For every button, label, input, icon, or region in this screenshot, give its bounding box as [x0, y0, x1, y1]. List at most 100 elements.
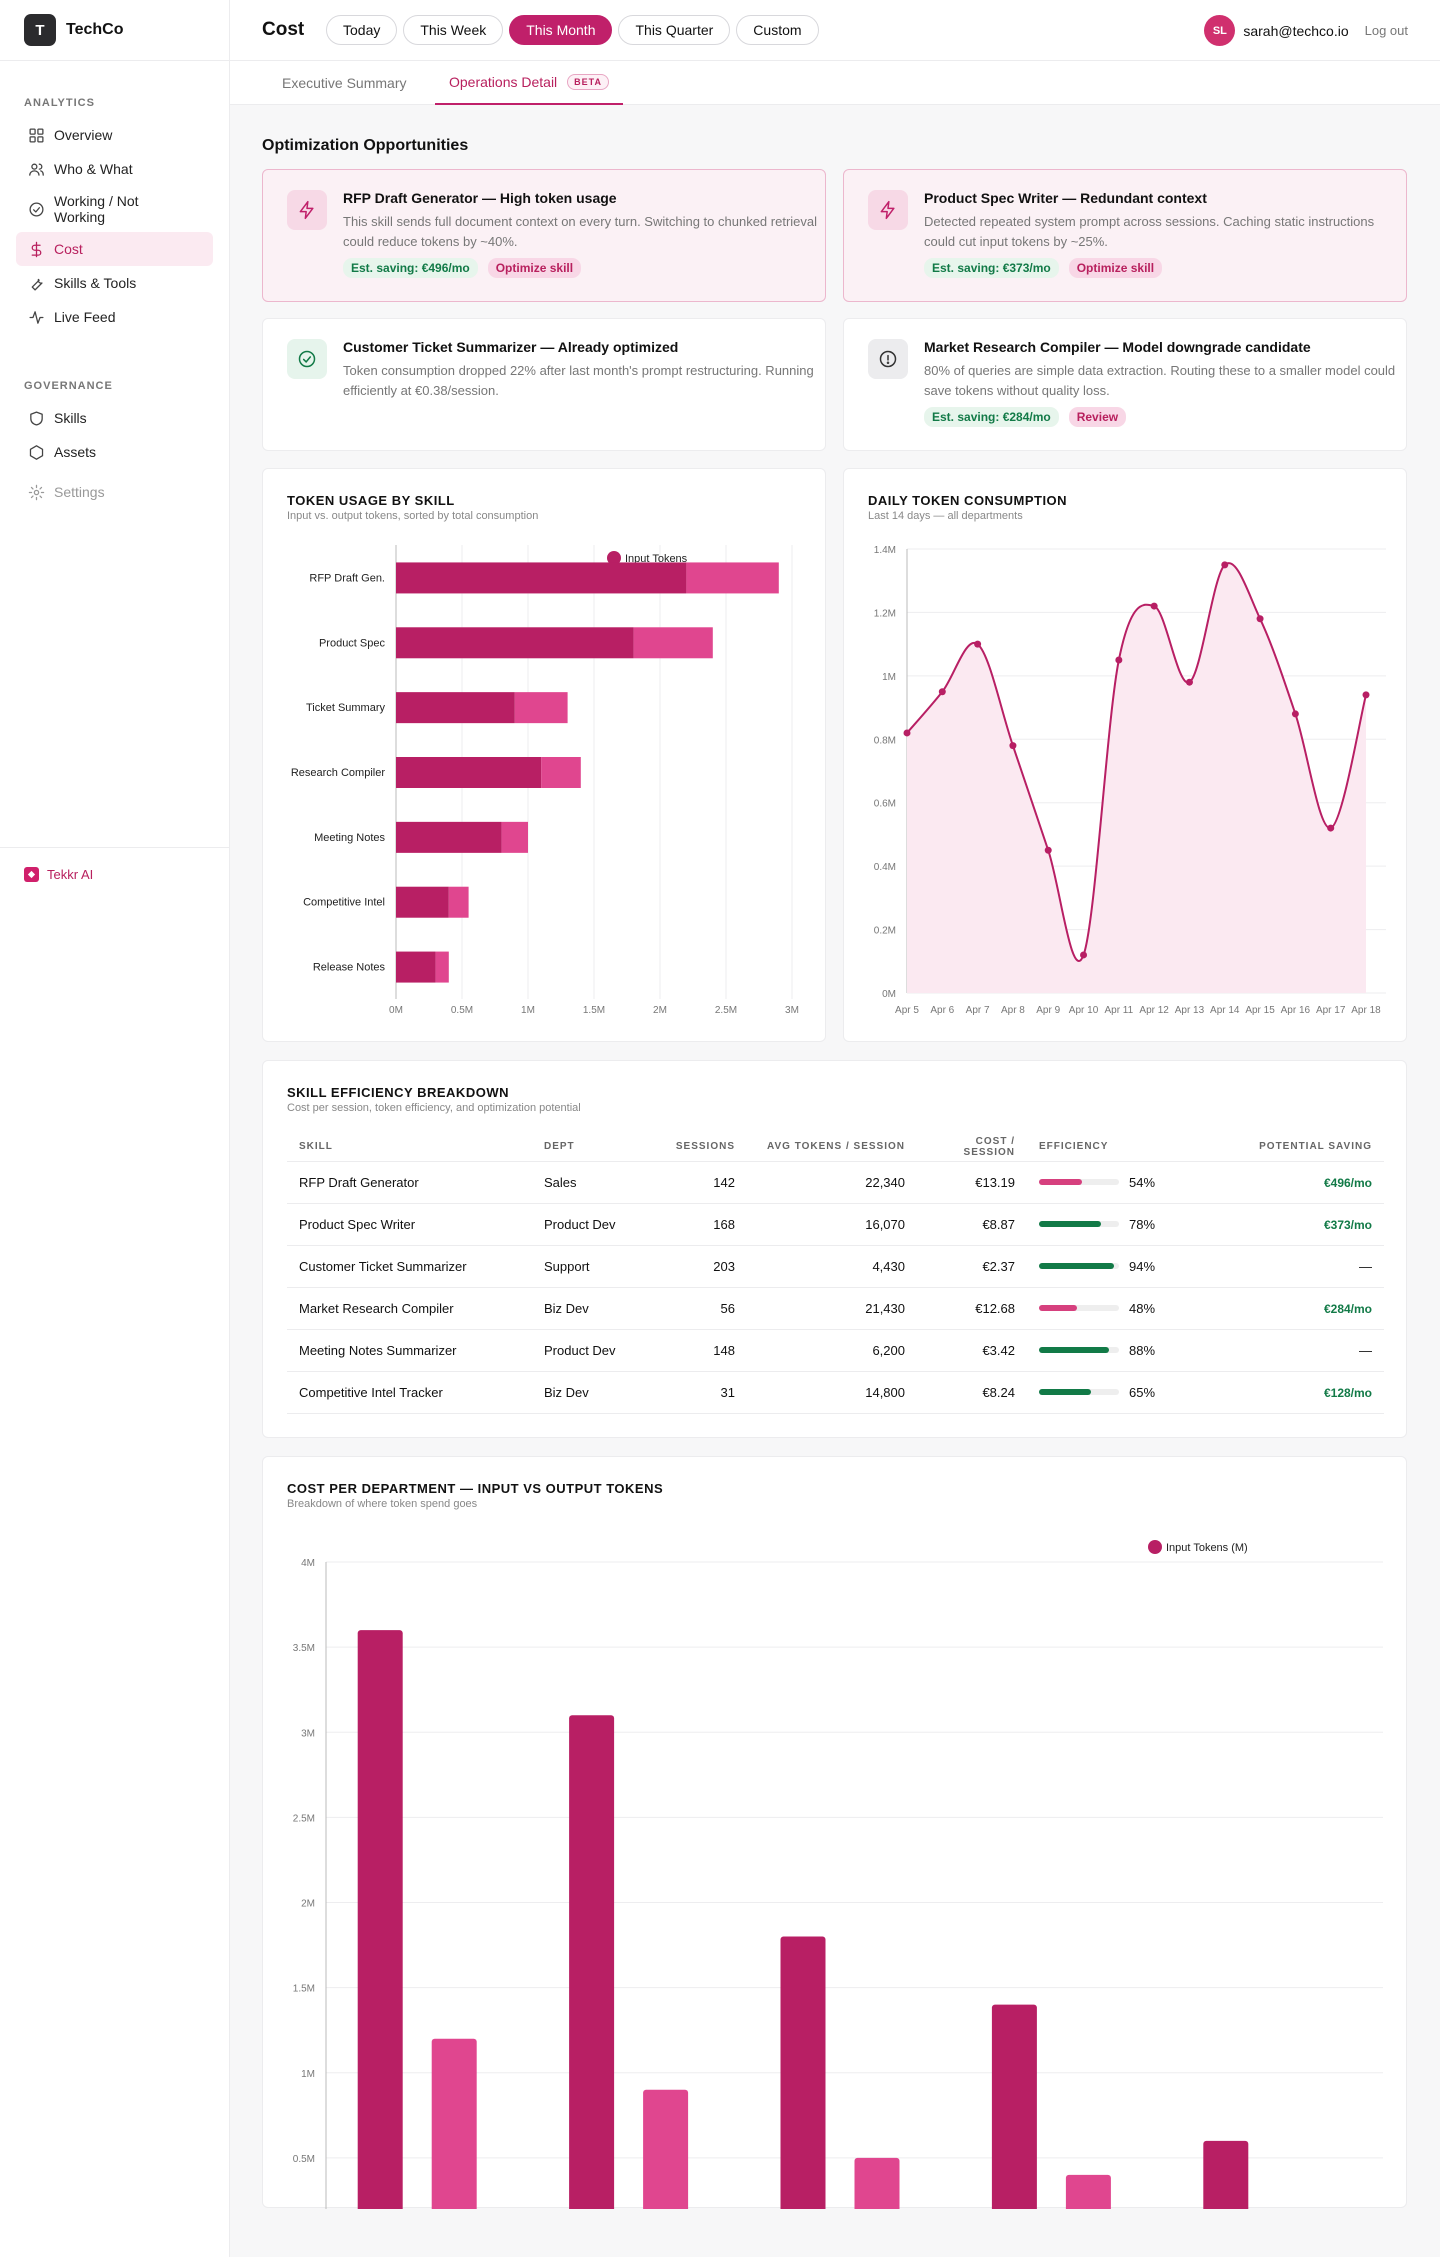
avg-tokens-cell: 22,340 — [747, 1161, 917, 1204]
table-row[interactable]: Market Research Compiler Biz Dev 56 21,430 €… — [287, 1287, 1384, 1330]
sidebar-item-working-not-working[interactable]: Working / Not Working — [16, 186, 213, 232]
department-panel: COST PER DEPARTMENT — INPUT VS OUTPUT TO… — [262, 1456, 1407, 2209]
brand[interactable]: T TechCo — [0, 0, 229, 61]
opportunity-card: Market Research Compiler — Model downgra… — [843, 318, 1407, 451]
opportunity-card: RFP Draft Generator — High token usage Th… — [262, 169, 826, 302]
sidebar-item-cost[interactable]: Cost — [16, 232, 213, 266]
bar-input-tokens — [396, 692, 515, 724]
department-subtitle: Breakdown of where token spend goes — [287, 1498, 478, 1510]
opportunities-title: Optimization Opportunities — [262, 137, 469, 154]
table-row[interactable]: RFP Draft Generator Sales 142 22,340 €13.19 5… — [287, 1161, 1384, 1204]
x-tick-label: Apr 6 — [930, 1005, 954, 1016]
avg-tokens-cell: 4,430 — [747, 1245, 917, 1288]
sidebar-item-label: Live Feed — [54, 309, 116, 325]
review-button[interactable]: Review — [1068, 407, 1127, 427]
period-this-week-button[interactable]: This Week — [403, 15, 504, 45]
sidebar-item-live-feed[interactable]: Live Feed — [16, 300, 213, 334]
bar-input-tokens — [396, 562, 687, 594]
logout-button[interactable]: Log out — [1364, 23, 1408, 38]
data-point — [903, 729, 911, 737]
saving-cell: €284/mo — [1197, 1287, 1384, 1330]
bar-output-tokens — [686, 562, 779, 594]
x-tick-label: 1.5M — [583, 1005, 605, 1016]
sidebar-item-assets[interactable]: Assets — [16, 435, 213, 469]
sidebar-item-settings[interactable]: Settings — [16, 475, 213, 509]
y-tick-label: Meeting Notes — [314, 832, 385, 844]
sidebar-item-who-what[interactable]: Who & What — [16, 152, 213, 186]
x-tick-label: 2M — [653, 1005, 667, 1016]
skill-cell: Market Research Compiler — [287, 1287, 532, 1330]
sidebar-item-label: Working / Not Working — [54, 193, 139, 225]
efficiency-table: SKILL DEPT SESSIONS AVG TOKENS / SESSION COS… — [287, 1133, 1384, 1414]
period-this-month-button[interactable]: This Month — [509, 15, 613, 45]
column-header: AVG TOKENS / SESSION — [747, 1133, 917, 1162]
data-point — [1044, 846, 1052, 854]
bar-input-tokens — [357, 1630, 403, 2209]
y-tick-label: 0.2M — [874, 926, 896, 937]
y-tick-label: Research Compiler — [291, 767, 385, 779]
dept-cell: Product Dev — [532, 1203, 657, 1246]
brand-name: TechCo — [66, 21, 124, 38]
x-tick-label: Apr 15 — [1245, 1005, 1275, 1016]
bar-output-tokens — [431, 2038, 477, 2209]
avg-tokens-cell: 6,200 — [747, 1329, 917, 1372]
data-point — [1080, 951, 1088, 959]
daily-consumption-panel: DAILY TOKEN CONSUMPTION Last 14 days — a… — [843, 468, 1407, 1042]
period-custom-button[interactable]: Custom — [736, 15, 819, 45]
optimize-skill-button[interactable]: Optimize skill — [487, 258, 582, 278]
table-row[interactable]: Meeting Notes Summarizer Product Dev 148 6,… — [287, 1329, 1384, 1372]
data-point — [1362, 691, 1370, 699]
bar-input-tokens — [396, 821, 502, 853]
data-point — [1150, 602, 1158, 610]
sidebar-item-skills[interactable]: Skills — [16, 401, 213, 435]
sidebar-item-label: Skills — [54, 410, 87, 426]
avatar[interactable]: SL — [1204, 15, 1236, 46]
efficiency-value: 88% — [1129, 1342, 1156, 1358]
tab-operations-detail[interactable]: Operations Detail BETA — [435, 61, 624, 105]
efficiency-bar — [1039, 1347, 1119, 1353]
sidebar-item-skills-tools[interactable]: Skills & Tools — [16, 266, 213, 300]
saving-cell: €373/mo — [1197, 1203, 1384, 1246]
grid-icon — [28, 127, 54, 144]
y-tick-label: Ticket Summary — [306, 702, 386, 714]
cost-cell: €12.68 — [917, 1287, 1027, 1330]
dept-cell: Biz Dev — [532, 1287, 657, 1330]
table-row[interactable]: Product Spec Writer Product Dev 168 16,070 €… — [287, 1203, 1384, 1246]
users-icon — [28, 161, 54, 178]
table-row[interactable]: Competitive Intel Tracker Biz Dev 31 14,800… — [287, 1371, 1384, 1414]
user-email: sarah@techco.io — [1243, 22, 1349, 39]
y-tick-label: 3.5M — [293, 1643, 315, 1654]
y-tick-label: 1M — [882, 672, 896, 683]
y-tick-label: 3M — [301, 1728, 315, 1739]
y-tick-label: 1.5M — [293, 1984, 315, 1995]
tekkr-ai-link[interactable]: Tekkr AI — [0, 847, 229, 900]
sidebar-item-overview[interactable]: Overview — [16, 118, 213, 152]
sessions-cell: 142 — [657, 1161, 747, 1204]
x-tick-label: Apr 11 — [1104, 1005, 1133, 1016]
period-this-quarter-button[interactable]: This Quarter — [618, 15, 731, 45]
check-circle-icon — [28, 201, 54, 218]
tab-executive-summary[interactable]: Executive Summary — [282, 74, 407, 91]
efficiency-value: 78% — [1129, 1216, 1156, 1232]
efficiency-value: 54% — [1129, 1174, 1156, 1190]
bar-output-tokens — [448, 886, 469, 918]
x-tick-label: Apr 8 — [1001, 1005, 1025, 1016]
table-row[interactable]: Customer Ticket Summarizer Support 203 4,43… — [287, 1245, 1384, 1288]
cost-cell: €3.42 — [917, 1329, 1027, 1372]
data-point — [1327, 824, 1335, 832]
daily-title: DAILY TOKEN CONSUMPTION — [868, 493, 1068, 508]
sidebar-item-label: Assets — [54, 444, 97, 460]
efficiency-value: 65% — [1129, 1384, 1156, 1400]
opportunity-description: This skill sends full document context o… — [343, 214, 818, 249]
cost-cell: €2.37 — [917, 1245, 1027, 1288]
token-usage-subtitle: Input vs. output tokens, sorted by total… — [287, 510, 539, 522]
opportunity-card: Customer Ticket Summarizer — Already opt… — [262, 318, 826, 451]
period-today-button[interactable]: Today — [326, 15, 398, 45]
optimize-skill-button[interactable]: Optimize skill — [1068, 258, 1163, 278]
potential-saving: — — [1359, 1342, 1372, 1358]
token-usage-chart: 0M 0.5M 1M 1.5M 2M 2.5M 3M Input Tokens RFP Draf… — [291, 545, 799, 1016]
efficiency-cell: 48% — [1027, 1287, 1197, 1330]
sidebar-item-label: Settings — [54, 484, 105, 500]
efficiency-fill — [1039, 1179, 1083, 1185]
beta-badge: BETA — [567, 74, 610, 90]
